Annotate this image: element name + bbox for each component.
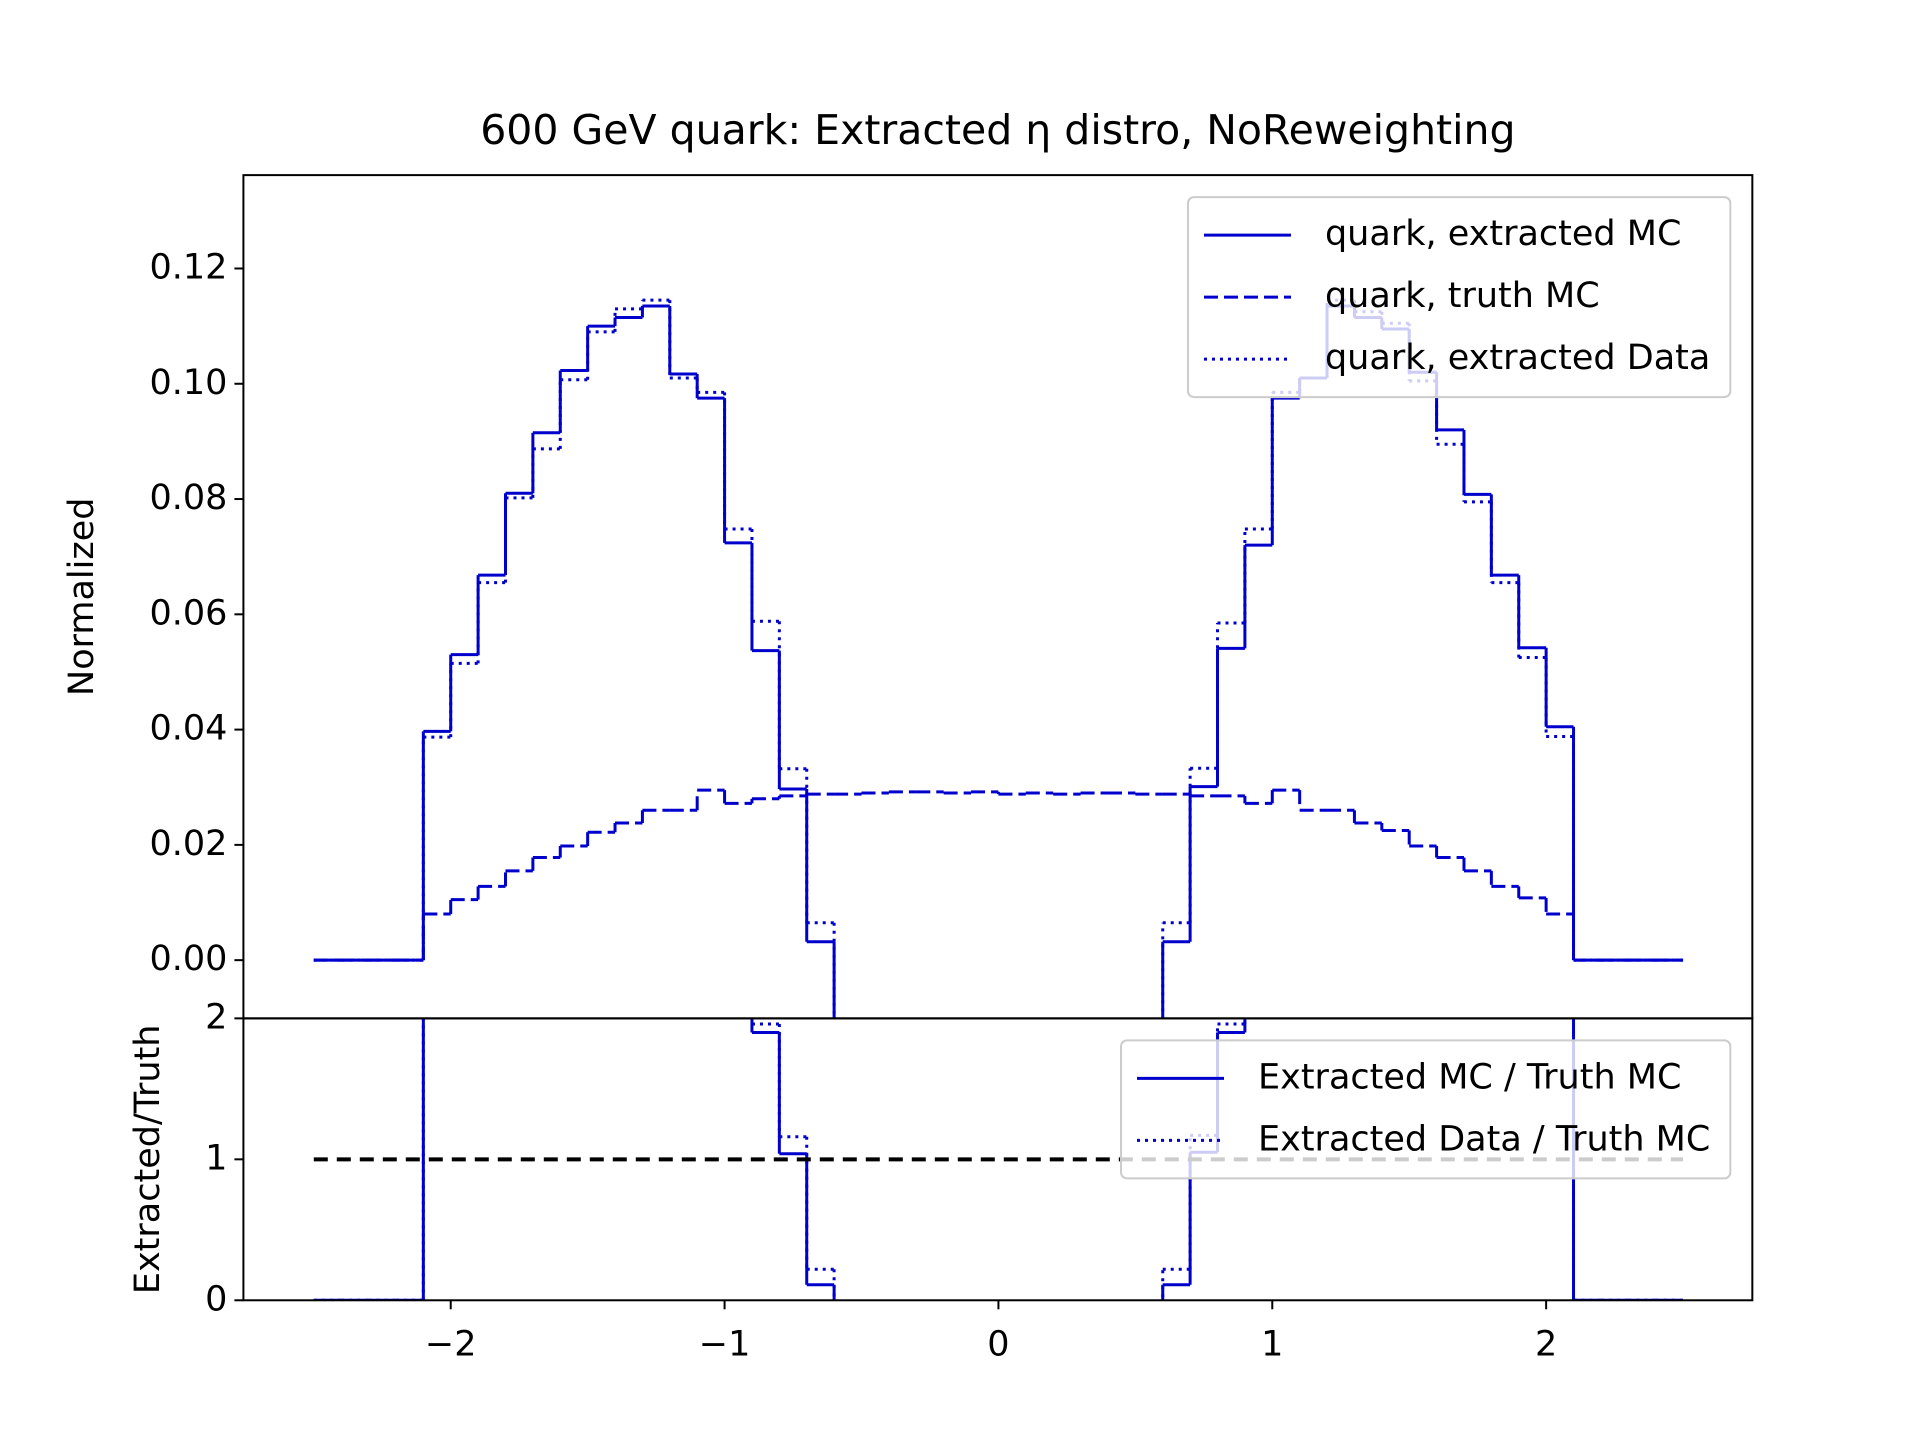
y-tick-label: 2 [205, 997, 227, 1037]
x-tick-label: −2 [425, 1324, 477, 1364]
plot-area [313, 298, 1684, 1019]
legend-label: Extracted Data / Truth MC [1258, 1119, 1710, 1159]
x-tick-label: 1 [1261, 1324, 1283, 1364]
legend-label: quark, extracted Data [1325, 338, 1710, 378]
chart-title: 600 GeV quark: Extracted η distro, NoRew… [480, 106, 1515, 154]
x-tick-label: 0 [987, 1324, 1009, 1364]
y-tick-label: 0 [205, 1279, 227, 1319]
y-tick-label: 1 [205, 1138, 227, 1178]
y-tick-label: 0.08 [149, 478, 227, 518]
legend-box [1120, 1039, 1732, 1180]
y-tick-label: 0.10 [149, 363, 227, 403]
axes-frame [242, 1017, 1754, 1302]
x-tick-label: −1 [699, 1324, 751, 1364]
y-tick-label: 0.06 [149, 593, 227, 633]
y-tick-label: 0.02 [149, 824, 227, 864]
y-tick-label: 0.12 [149, 247, 227, 287]
legend-label: quark, truth MC [1325, 276, 1600, 316]
legend-label: quark, extracted MC [1325, 214, 1681, 254]
y-axis-label: Normalized [62, 497, 102, 695]
y-tick-label: 0.04 [149, 709, 227, 749]
y-axis-label: Extracted/Truth [128, 1025, 168, 1295]
legend-label: Extracted MC / Truth MC [1258, 1057, 1681, 1097]
x-tick-label: 2 [1535, 1324, 1557, 1364]
legend-box [1186, 196, 1732, 399]
y-tick-label: 0.00 [149, 939, 227, 979]
